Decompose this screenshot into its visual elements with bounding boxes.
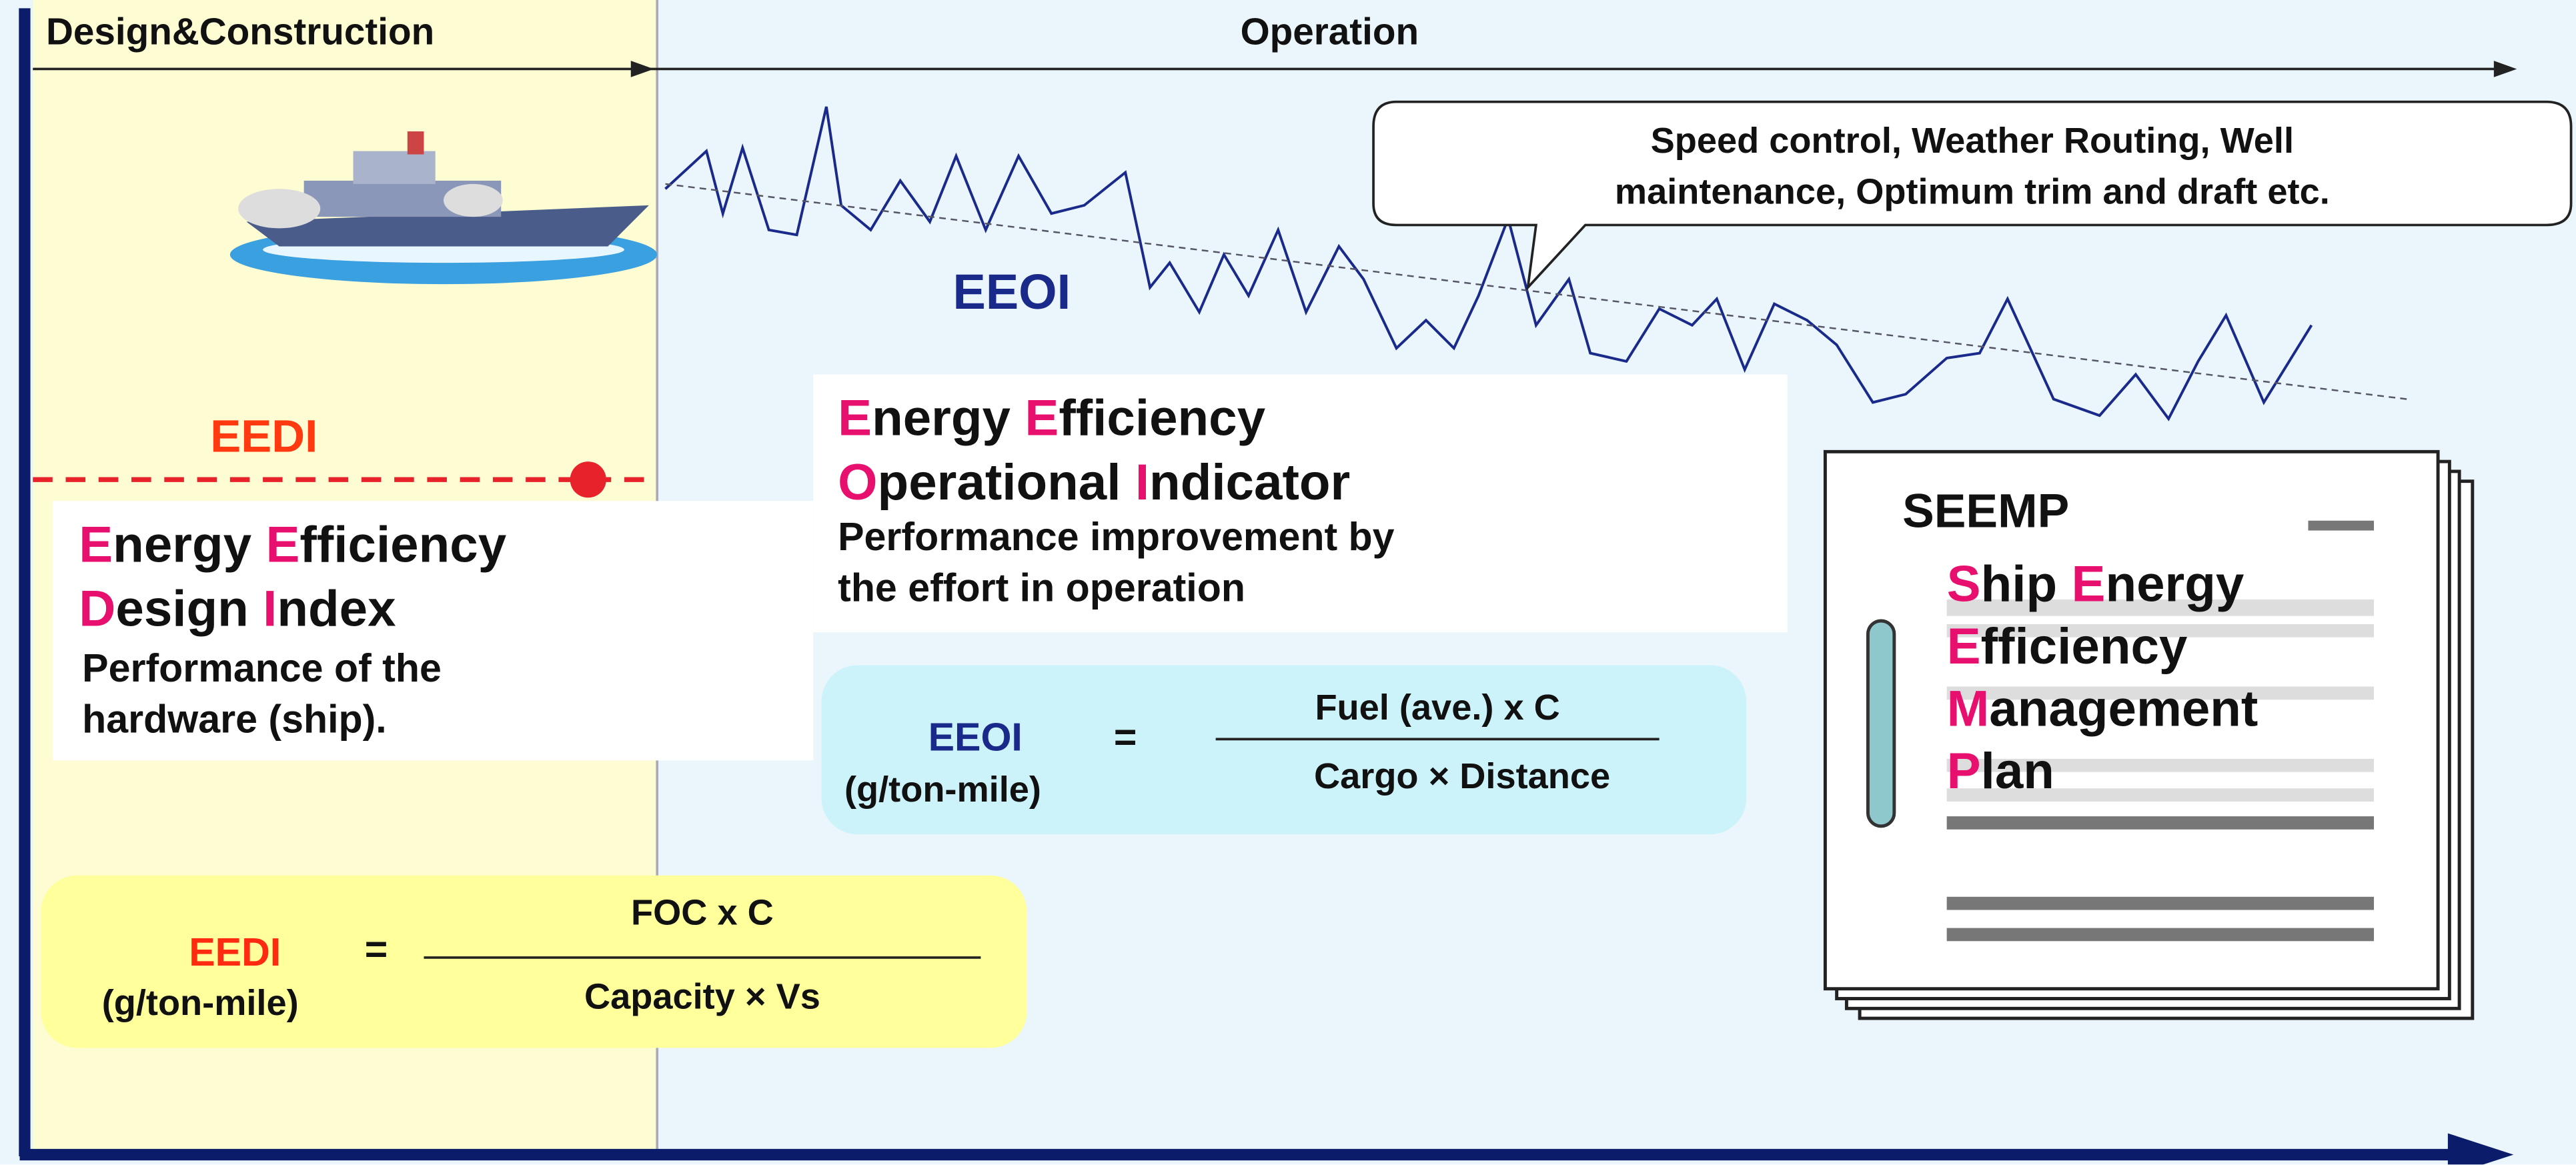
name-word: Ship (1947, 553, 2057, 616)
formula-denominator: Cargo × Distance (1216, 756, 1709, 798)
text-line: maintenance, Optimum trim and draft etc. (1373, 166, 2571, 217)
formula-numerator: FOC x C (424, 892, 981, 934)
text-line (1947, 897, 2374, 910)
formula-equals: = (1114, 716, 1137, 762)
smoke (238, 189, 320, 228)
eedi-label: EEDI (210, 411, 317, 463)
formula-lhs: EEDI (189, 932, 281, 978)
name-word: Energy (79, 512, 251, 576)
text-line: hardware (ship). (82, 695, 442, 746)
name-word: Operational (838, 450, 1121, 514)
name-line: Management (1947, 678, 2273, 741)
name-line: Efficiency (1947, 616, 2273, 679)
name-word: Energy (2071, 553, 2244, 616)
ship-bridge (354, 151, 436, 184)
formula-denominator: Capacity × Vs (424, 976, 981, 1018)
name-word: Design (79, 577, 249, 641)
text-line: Performance of the (82, 644, 442, 694)
name-word: Efficiency (1947, 616, 2188, 679)
name-word: Management (1947, 678, 2259, 741)
ship-funnel (408, 131, 424, 154)
smoke (444, 184, 503, 217)
name-word: Indicator (1135, 450, 1350, 514)
text-line (1947, 928, 2374, 942)
text-line (2309, 521, 2375, 531)
formula-lhs: EEOI (928, 716, 1023, 762)
formula-numerator: Fuel (ave.) x C (1216, 687, 1660, 730)
name-word: Index (263, 577, 396, 641)
text-line: the effort in operation (838, 563, 1394, 614)
formula-unit: (g/ton-mile) (102, 982, 299, 1025)
name-word: Plan (1947, 741, 2054, 804)
name-line: Plan (1947, 741, 2273, 804)
binder (1868, 621, 1894, 826)
formula-equals: = (365, 928, 388, 974)
name-word: Energy (838, 386, 1011, 450)
text-line (1947, 816, 2374, 830)
page: Design&Construction Operation EEOI EEDI … (0, 0, 2576, 1165)
text-line: Speed control, Weather Routing, Well (1373, 115, 2571, 165)
phase-label: Operation (1241, 10, 1419, 55)
name-word: Efficiency (265, 512, 506, 576)
name-word: Efficiency (1025, 386, 1265, 450)
axis-arrow (2448, 1133, 2514, 1165)
formula-unit: (g/ton-mile) (844, 769, 1041, 812)
arrow-head (2494, 61, 2517, 77)
seemp-title: SEEMP (1902, 486, 2069, 540)
eeoi-label: EEOI (953, 266, 1071, 322)
diagram: Design&Construction Operation EEOI EEDI … (0, 0, 2576, 1165)
text-line: Performance improvement by (838, 512, 1394, 563)
phase-label: Design&Construction (46, 10, 434, 55)
eedi-point (570, 461, 606, 497)
